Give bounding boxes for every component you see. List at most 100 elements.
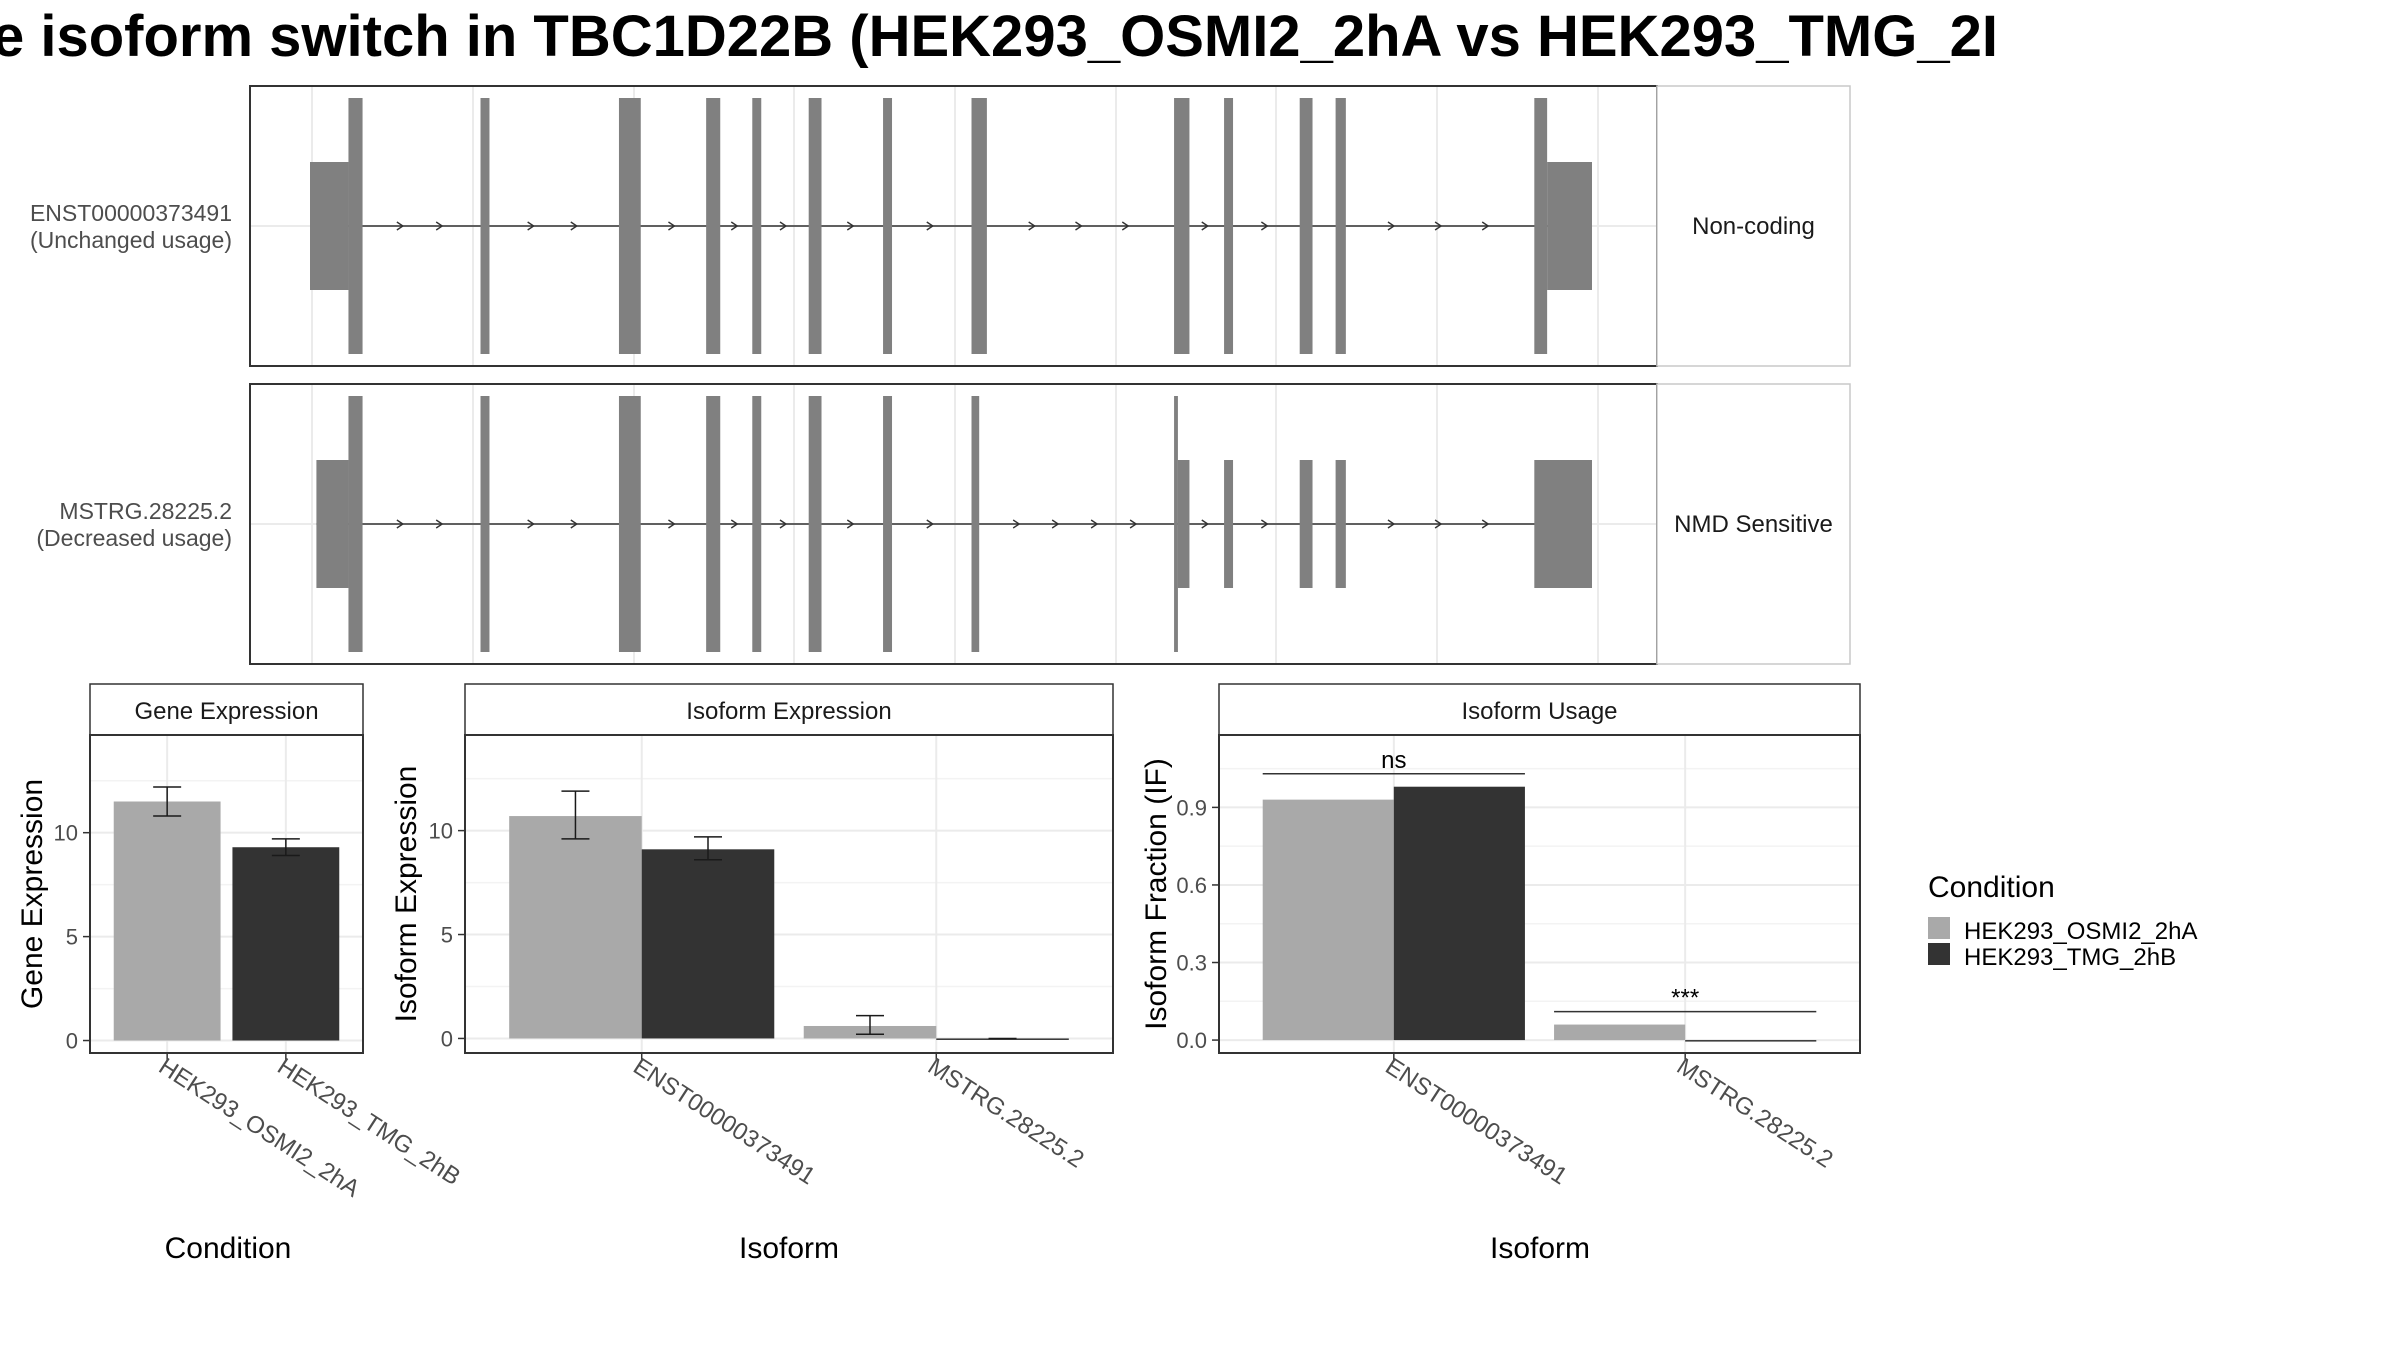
y-axis-title: Isoform Fraction (IF): [1140, 758, 1173, 1030]
y-tick-label: 0.9: [1176, 795, 1207, 820]
strand-arrow: [1012, 519, 1021, 529]
strand-arrow: [435, 519, 444, 529]
x-tick-label: MSTRG.28225.2: [923, 1053, 1089, 1174]
exon-block: [883, 98, 893, 354]
significance-label: ns: [1381, 747, 1406, 774]
strand-arrow: [846, 221, 855, 231]
track-usage-label: (Decreased usage): [36, 525, 232, 551]
exon-block: [1224, 460, 1234, 588]
strand-arrow: [668, 519, 676, 529]
strand-arrow: [1051, 519, 1060, 529]
strand-arrow: [1387, 221, 1396, 231]
bar-panels: Gene Expression0510HEK293_OSMI2_2hAHEK29…: [16, 683, 1861, 1265]
exon-block: [1224, 98, 1234, 354]
exon-block: [1534, 98, 1548, 354]
exon-block: [971, 396, 980, 652]
strand-arrow: [1090, 519, 1099, 529]
transcript-track: NMD Sensitive MSTRG.28225.2(Decreased usa…: [36, 383, 1851, 665]
panel-strip: [464, 683, 1114, 736]
condition-legend: Condition HEK293_OSMI2_2hA HEK293_TMG_2h…: [1928, 871, 2197, 971]
strand-arrow: [1201, 221, 1210, 231]
track-annotation: NMD Sensitive: [1674, 511, 1833, 538]
error-bar: [271, 838, 300, 857]
bar: [1554, 1024, 1686, 1041]
bar-panel: Isoform Usage 0.0 0.3 0.6 0.9 ns *** ENST000003…: [1140, 683, 1861, 1265]
strand-arrow: [1121, 221, 1130, 231]
exon-block: [1174, 396, 1178, 652]
exon-block: [808, 98, 822, 354]
strand-arrow: [570, 221, 579, 231]
strand-arrow: [779, 519, 788, 529]
legend-swatch-b: [1928, 943, 1950, 965]
bar: [1393, 786, 1525, 1041]
exon-block: [1335, 460, 1346, 588]
y-tick-label: 0.3: [1176, 951, 1207, 976]
error-bar: [561, 790, 590, 840]
transcript-tracks: Non-coding ENST00000373491(Unchanged usag…: [30, 85, 1851, 665]
strand-arrow: [730, 221, 739, 231]
strand-arrow: [396, 519, 405, 529]
strand-arrow: [1481, 221, 1490, 231]
y-tick-label: 5: [66, 925, 78, 950]
track-isoform-label: ENST00000373491: [30, 200, 232, 226]
y-tick-label: 0: [441, 1026, 453, 1051]
strand-arrow: [926, 221, 935, 231]
y-tick-label: 0: [66, 1029, 78, 1054]
strand-arrow: [396, 221, 405, 231]
x-tick-label: ENST00000373491: [628, 1053, 820, 1190]
track-annotation: Non-coding: [1692, 213, 1815, 240]
strand-arrow: [1481, 519, 1490, 529]
exon-block: [971, 98, 987, 354]
strand-arrow: [527, 221, 535, 231]
exon-block: [1177, 460, 1190, 588]
track-usage-label: (Unchanged usage): [30, 227, 232, 253]
legend-label-a: HEK293_OSMI2_2hA: [1964, 918, 2197, 945]
exon-block: [1547, 162, 1592, 290]
exon-block: [1299, 460, 1313, 588]
x-axis-title: Isoform: [1490, 1232, 1590, 1265]
strand-arrow: [527, 519, 535, 529]
exon-block: [316, 460, 349, 588]
exon-block: [480, 396, 490, 652]
bar: [509, 816, 642, 1039]
panel-title: Isoform Usage: [1461, 698, 1617, 725]
strand-arrow: [1201, 519, 1210, 529]
figure-title: e isoform switch in TBC1D22B (HEK293_OSM…: [0, 4, 1998, 69]
exon-block: [1534, 460, 1592, 588]
panel-title: Gene Expression: [134, 698, 318, 725]
exon-block: [1174, 98, 1190, 354]
track-isoform-label: MSTRG.28225.2: [59, 498, 232, 524]
plot-border: [464, 734, 1114, 1054]
panel-strip: [89, 683, 364, 736]
strand-arrow: [668, 221, 676, 231]
plot-border: [89, 734, 364, 1054]
y-tick-label: 0.0: [1176, 1028, 1207, 1053]
exon-block: [1335, 98, 1346, 354]
strand-arrow: [1387, 519, 1396, 529]
x-tick-label: ENST00000373491: [1380, 1053, 1572, 1190]
strand-arrow: [779, 221, 788, 231]
bar-panel: Isoform Expression 0 5 10 ENST00000373491 MST…: [390, 683, 1114, 1265]
y-tick-label: 5: [441, 923, 453, 948]
bar: [641, 849, 775, 1039]
transcript-track: Non-coding ENST00000373491(Unchanged usag…: [30, 85, 1851, 367]
panel-title: Isoform Expression: [686, 698, 891, 725]
exon-block: [618, 98, 641, 354]
exon-block: [348, 396, 363, 652]
plot-border: [1218, 734, 1861, 1054]
strand-arrow: [1434, 519, 1443, 529]
strand-arrow: [1075, 221, 1083, 231]
exon-block: [883, 396, 893, 652]
legend-title: Condition: [1928, 871, 2055, 904]
y-axis-title: Isoform Expression: [390, 766, 423, 1023]
strand-arrow: [846, 519, 855, 529]
exon-block: [752, 396, 762, 652]
strand-arrow: [1028, 221, 1036, 231]
y-axis-title: Gene Expression: [16, 779, 49, 1009]
exon-block: [706, 98, 721, 354]
exon-block: [480, 98, 490, 354]
annotation-strip: [1656, 85, 1851, 367]
error-bar: [694, 836, 722, 861]
strand-arrow: [730, 519, 739, 529]
